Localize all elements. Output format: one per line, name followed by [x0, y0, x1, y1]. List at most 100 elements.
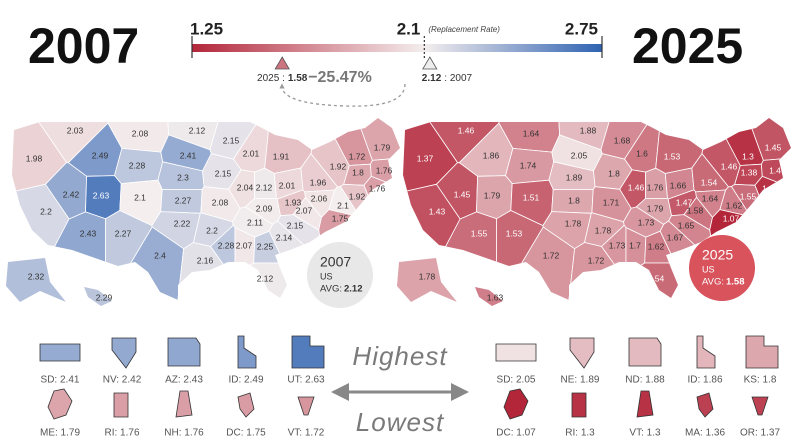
state-label: 2.49: [92, 150, 109, 160]
marker-value: 2.12: [422, 73, 442, 84]
year-right: 2025: [632, 18, 743, 74]
state-label: 1.79: [374, 142, 391, 152]
state-label: 1.79: [647, 203, 664, 213]
rank-label: KS: 1.8: [744, 375, 777, 386]
scale-bar: [192, 44, 602, 52]
state-label: 2.15: [223, 135, 240, 145]
state-icon: [39, 343, 81, 362]
state-label: 1.67: [667, 232, 684, 242]
scale-label: 2.1: [397, 19, 421, 38]
state-label: 1.4: [769, 165, 781, 175]
state-label: 1.78: [565, 218, 582, 228]
state-label: 2.11: [247, 217, 263, 227]
state-label: 1.76: [369, 183, 386, 193]
state-label: 2.28: [218, 240, 235, 250]
state-label: 2.08: [132, 128, 149, 138]
scale-label: 2.75: [565, 19, 598, 38]
state-label: 2.43: [80, 228, 97, 238]
state-label: 2.15: [287, 220, 304, 230]
state-label: 1.91: [273, 151, 290, 161]
state-label: 1.54: [701, 177, 718, 187]
state-label: 1.51: [523, 192, 540, 202]
rank-label: DC: 1.75: [226, 428, 266, 439]
marker-label: 2.12: 2007: [422, 73, 473, 84]
rank-label: DC: 1.07: [496, 428, 536, 439]
state-label: 1.3: [762, 183, 774, 193]
state-label: 1.96: [310, 177, 327, 187]
state-icon: [111, 337, 137, 369]
state-label: 1.45: [454, 189, 471, 199]
state-label: 1.64: [702, 193, 719, 203]
rank-label: ND: 1.88: [625, 375, 665, 386]
state-label: 1.73: [638, 217, 655, 227]
state-label: 1.62: [726, 200, 743, 210]
state-label: 2.3: [177, 172, 189, 182]
state-icon: [751, 396, 769, 416]
marker-label: 2025 :1.58: [257, 73, 308, 84]
state-label: 1.7: [629, 240, 641, 250]
badge-avg: 1.58: [726, 277, 745, 288]
state-label: 2.63: [93, 190, 110, 200]
scale-marker: [422, 56, 438, 70]
state-label: 2.2: [206, 225, 218, 235]
state-label: 2.28: [129, 160, 146, 170]
state-label: 1.45: [765, 142, 782, 152]
state-label: 1.72: [543, 250, 560, 260]
state-icon: [237, 392, 255, 418]
state-label: 2.01: [243, 148, 260, 158]
state-label: 1.72: [349, 151, 366, 161]
state-label: 1.3: [742, 151, 754, 161]
state: [369, 156, 400, 193]
badge-us: US: [320, 271, 333, 281]
state-icon: [47, 388, 73, 420]
rank-label: NV: 2.42: [103, 375, 142, 386]
rank-label: ID: 1.86: [687, 375, 722, 386]
state-label: 1.72: [588, 255, 605, 265]
state-icon: [571, 392, 587, 418]
badge-avg-label: AVG:: [702, 277, 724, 288]
state-label: 2.41: [180, 150, 197, 160]
rank-label: ID: 2.49: [228, 375, 263, 386]
state-icon: [167, 337, 201, 367]
state-label: 2.14: [276, 232, 293, 242]
state-icon: [175, 390, 193, 418]
rank-label: NE: 1.89: [561, 375, 600, 386]
state-icon: [696, 335, 716, 369]
state-label: 1.8: [608, 168, 620, 178]
state-label: 1.79: [484, 190, 501, 200]
state-label: 1.38: [741, 167, 758, 177]
state-label: 1.89: [566, 172, 583, 182]
badge-us: US: [702, 264, 715, 274]
state-label: 1.88: [580, 125, 597, 135]
rank-label: RI: 1.3: [565, 428, 595, 439]
state-label: 1.46: [721, 161, 738, 171]
state-label: 2.07: [236, 240, 253, 250]
state-label: 2.1: [134, 192, 146, 202]
state-label: 1.68: [614, 135, 631, 145]
badge-year: 2007: [320, 254, 351, 270]
state-label: 2.12: [256, 182, 273, 192]
state-label: 2.29: [96, 292, 113, 302]
state-icon: [636, 390, 654, 418]
state: [452, 263, 551, 306]
state-label: 2.08: [212, 197, 229, 207]
rank-label: UT: 2.63: [287, 375, 325, 386]
state-label: 2.12: [257, 273, 274, 283]
scale-marker: [274, 56, 290, 70]
state-label: 1.46: [628, 182, 645, 192]
rank-label: RI: 1.76: [104, 428, 139, 439]
state-label: 2.2: [40, 206, 52, 216]
state-label: 2.4: [154, 250, 166, 260]
state-label: 2.27: [175, 195, 192, 205]
rank-label: AZ: 2.43: [165, 375, 203, 386]
badge-avg: 2.12: [344, 284, 363, 295]
state-icon: [503, 388, 529, 420]
state: [61, 263, 159, 306]
state-label: 1.66: [670, 180, 687, 190]
state-icon: [696, 392, 714, 418]
state-label: 1.43: [429, 206, 446, 216]
state: [760, 156, 791, 193]
badge-year: 2025: [702, 247, 733, 263]
state-icon: [745, 335, 779, 369]
